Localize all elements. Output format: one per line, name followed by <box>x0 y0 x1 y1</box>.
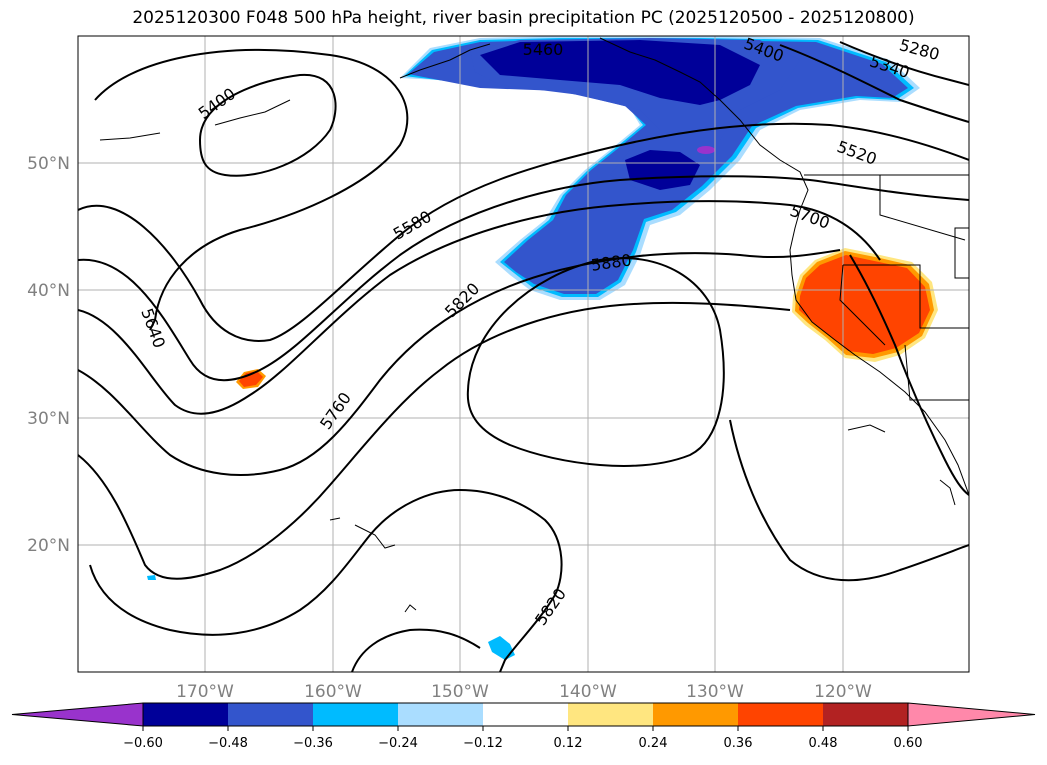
lon-label: 160°W <box>304 682 362 702</box>
colorbar-swatch <box>398 703 483 726</box>
colorbar-swatch <box>483 703 568 726</box>
colorbar-extend-low <box>11 702 144 727</box>
map-title: 2025120300 F048 500 hPa height, river ba… <box>132 8 915 28</box>
lon-label: 130°W <box>686 682 744 702</box>
colorbar-swatch <box>738 703 823 726</box>
longitude-labels: 170°W 160°W 150°W 140°W 130°W 120°W <box>176 682 872 702</box>
lon-label: 120°W <box>814 682 872 702</box>
colorbar-tick-label: 0.24 <box>639 736 668 751</box>
colorbar-swatch <box>568 703 653 726</box>
colorbar-tick-label: −0.24 <box>378 736 418 751</box>
colorbar-swatch <box>143 703 228 726</box>
colorbar-extend-high <box>907 702 1036 727</box>
lat-label: 40°N <box>27 281 70 301</box>
lon-label: 140°W <box>559 682 617 702</box>
colorbar-tick-label: −0.48 <box>208 736 248 751</box>
colorbar-tick-label: 0.36 <box>724 736 753 751</box>
map-background <box>78 36 969 672</box>
negative-precip-region <box>147 36 920 660</box>
colorbar-outline <box>142 702 909 727</box>
colorbar-tick-label: 0.60 <box>894 736 923 751</box>
positive-precip-region <box>236 248 938 389</box>
colorbar-swatch <box>653 703 738 726</box>
map-frame <box>77 35 970 673</box>
colorbar-tick-label: −0.36 <box>293 736 333 751</box>
colorbar-ticks: −0.60 −0.48 −0.36 −0.24 −0.12 0.12 0.24 0.36 0.4… <box>123 726 922 751</box>
lon-label: 150°W <box>431 682 489 702</box>
colorbar-swatch <box>313 703 398 726</box>
lat-label: 30°N <box>27 409 70 429</box>
colorbar-swatch <box>823 703 908 726</box>
colorbar-tick-label: 0.48 <box>809 736 838 751</box>
contour-label: 5460 <box>523 40 564 59</box>
colorbar-tick-label: −0.12 <box>463 736 503 751</box>
lat-label: 50°N <box>27 154 70 174</box>
graticule <box>78 36 969 672</box>
height-contours <box>78 41 969 672</box>
latitude-labels: 50°N 40°N 30°N 20°N <box>27 154 70 556</box>
colorbar <box>11 702 1036 727</box>
lon-label: 170°W <box>176 682 234 702</box>
colorbar-tick-label: −0.60 <box>123 736 163 751</box>
colorbar-swatch <box>228 703 313 726</box>
lat-label: 20°N <box>27 536 70 556</box>
colorbar-tick-label: 0.12 <box>554 736 583 751</box>
coastlines <box>99 37 969 613</box>
